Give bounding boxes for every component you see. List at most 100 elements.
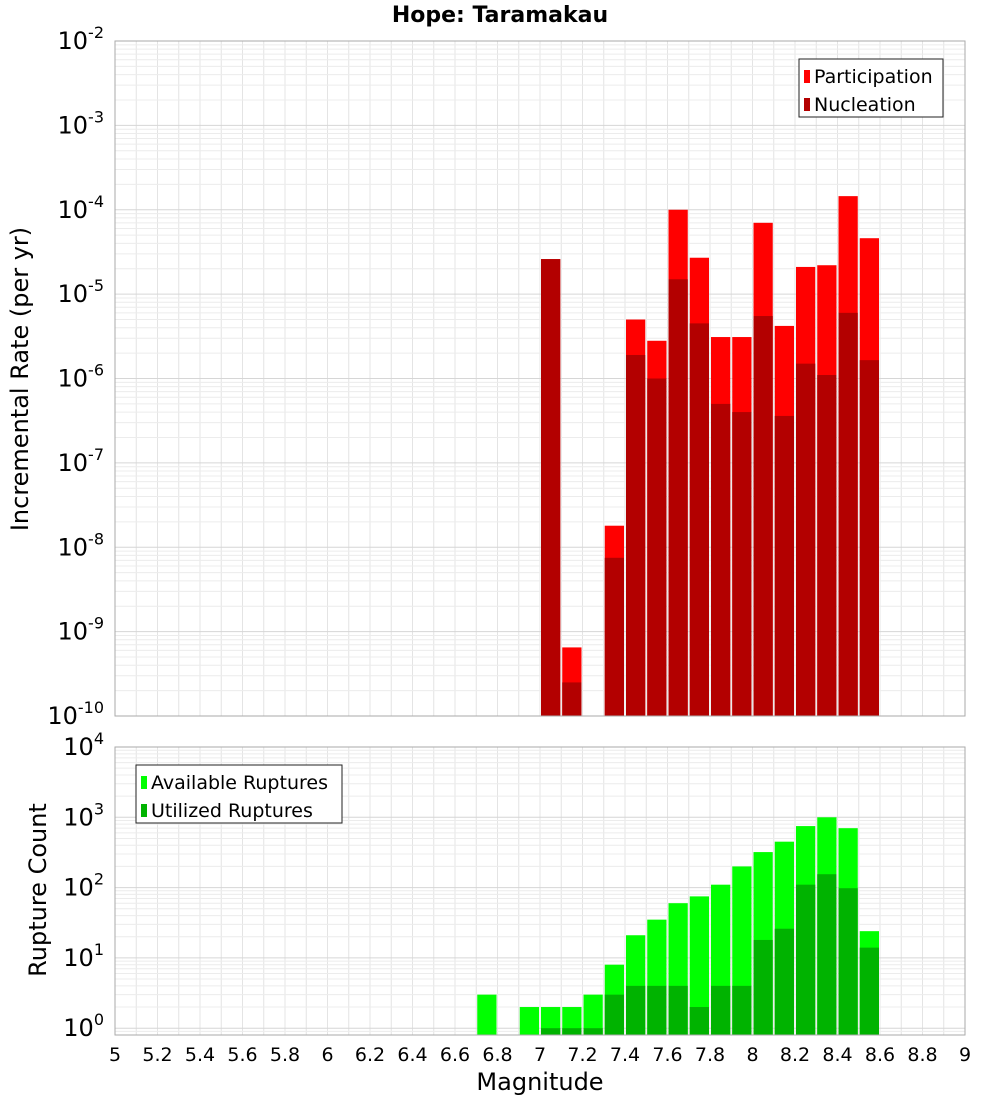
x-tick-label: 5.2 <box>142 1044 172 1066</box>
bar <box>583 1028 603 1035</box>
bar <box>796 884 816 1035</box>
x-tick-label: 6.4 <box>397 1044 427 1066</box>
x-tick-labels: 5 5.2 5.4 5.6 5.8 6 6.2 6.4 6.6 6.8 7 7.2 7.4 7.6 7.8 8… <box>109 1044 971 1066</box>
bar <box>689 323 709 716</box>
bar <box>774 928 794 1035</box>
y-tick-label: 101 <box>63 940 104 972</box>
x-tick-label: 8.2 <box>780 1044 810 1066</box>
bar <box>647 378 667 716</box>
bar <box>562 682 582 716</box>
x-tick-label: 5.8 <box>270 1044 300 1066</box>
legend: Available Ruptures Utilized Ruptures <box>135 764 343 824</box>
y-axis-label-count: Rupture Count <box>24 803 52 977</box>
plot-frame <box>114 40 966 717</box>
bar <box>562 1028 582 1035</box>
y-tick-labels: 100 101 102 103 104 <box>63 729 104 1042</box>
bar <box>796 363 816 716</box>
x-tick-label: 5 <box>109 1044 121 1066</box>
bar <box>541 259 561 716</box>
bar <box>753 939 773 1035</box>
bar <box>477 994 497 1035</box>
x-tick-label: 8.6 <box>865 1044 895 1066</box>
bar <box>838 888 858 1035</box>
series-1 <box>541 259 879 716</box>
y-tick-label: 10-6 <box>58 361 105 393</box>
bar <box>859 947 879 1035</box>
legend-swatch <box>804 98 810 111</box>
x-tick-label: 8.8 <box>907 1044 937 1066</box>
bar <box>519 1007 539 1035</box>
x-tick-label: 6.6 <box>440 1044 470 1066</box>
legend-label: Nucleation <box>814 94 916 116</box>
bar <box>711 403 731 716</box>
x-tick-label: 9 <box>959 1044 971 1066</box>
y-tick-labels: 10-10 10-9 10-8 10-7 10-6 10-5 10-4 10-3 10-2 <box>47 23 104 730</box>
y-axis-label-rate: Incremental Rate (per yr) <box>6 227 34 531</box>
x-axis-label: Magnitude <box>476 1068 603 1096</box>
y-tick-label: 10-3 <box>58 107 105 139</box>
count-panel: 100 101 102 103 104 5 5.2 5.4 5.6 5.8 6 6.2 6.4 6.6 6.… <box>63 729 971 1066</box>
legend-swatch <box>804 70 810 83</box>
x-tick-label: 8.4 <box>822 1044 852 1066</box>
chart-title: Hope: Taramakau <box>392 3 608 28</box>
bars <box>541 196 879 716</box>
y-tick-label: 10-8 <box>58 529 105 561</box>
bar <box>604 994 624 1035</box>
bar <box>817 375 837 716</box>
x-tick-label: 7 <box>534 1044 546 1066</box>
y-tick-label: 102 <box>63 870 104 902</box>
bar <box>753 316 773 716</box>
x-tick-label: 7.8 <box>695 1044 725 1066</box>
x-tick-label: 8 <box>746 1044 758 1066</box>
y-tick-label: 103 <box>63 799 104 831</box>
plot-frame <box>114 746 966 1036</box>
x-tick-label: 6 <box>321 1044 333 1066</box>
y-tick-label: 10-7 <box>58 445 105 477</box>
bar <box>732 985 752 1035</box>
legend-label: Participation <box>814 66 933 88</box>
y-tick-label: 100 <box>63 1010 104 1042</box>
x-tick-label: 6.2 <box>355 1044 385 1066</box>
y-tick-label: 10-2 <box>58 23 105 55</box>
x-tick-label: 7.4 <box>610 1044 640 1066</box>
legend-swatch <box>141 776 147 789</box>
bar <box>838 312 858 716</box>
x-tick-label: 5.6 <box>227 1044 257 1066</box>
bar <box>583 994 603 1035</box>
bar <box>711 985 731 1035</box>
y-tick-label: 104 <box>63 729 104 761</box>
bar <box>626 354 646 716</box>
x-tick-label: 7.2 <box>567 1044 597 1066</box>
bar <box>647 985 667 1035</box>
legend-label: Utilized Ruptures <box>151 800 313 822</box>
series-1 <box>541 874 879 1035</box>
x-tick-label: 6.8 <box>482 1044 512 1066</box>
bar <box>541 1028 561 1035</box>
bar <box>626 985 646 1035</box>
bars <box>477 817 879 1035</box>
x-tick-label: 5.4 <box>185 1044 215 1066</box>
y-tick-label: 10-5 <box>58 276 105 308</box>
bar <box>689 1007 709 1035</box>
bar <box>562 1007 582 1035</box>
rate-panel: 10-10 10-9 10-8 10-7 10-6 10-5 10-4 10-3 10-2 Par… <box>47 23 966 730</box>
bar <box>774 415 794 716</box>
bar <box>604 557 624 716</box>
grid <box>114 40 966 717</box>
y-tick-label: 10-4 <box>58 192 105 224</box>
legend: Participation Nucleation <box>798 58 944 118</box>
y-tick-label: 10-9 <box>58 614 105 646</box>
legend-swatch <box>141 804 147 817</box>
legend-box <box>798 58 944 118</box>
bar <box>859 360 879 716</box>
bar <box>732 412 752 716</box>
legend-label: Available Ruptures <box>151 772 328 794</box>
x-tick-label: 7.6 <box>652 1044 682 1066</box>
bar <box>541 1007 561 1035</box>
y-tick-label: 10-10 <box>47 698 104 730</box>
bar <box>668 279 688 716</box>
bar <box>668 985 688 1035</box>
legend-box <box>135 764 343 824</box>
